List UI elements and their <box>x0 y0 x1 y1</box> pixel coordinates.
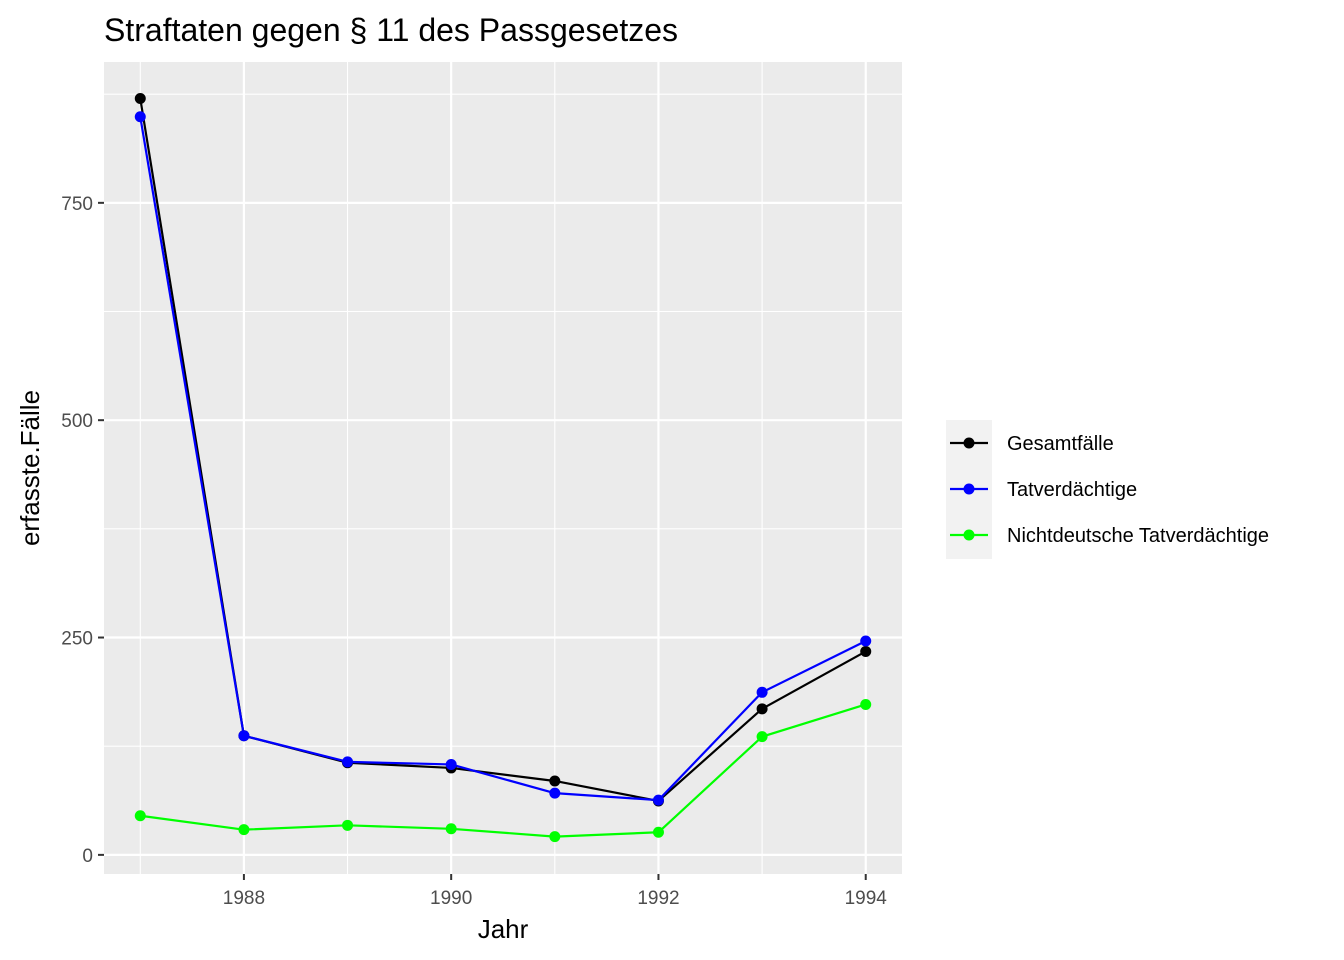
x-tick-label: 1992 <box>637 888 679 909</box>
series-1-point <box>549 775 561 787</box>
legend-key-point <box>963 529 975 541</box>
series-3-point <box>342 819 354 831</box>
plot-panel <box>104 62 902 874</box>
legend-label: Gesamtfälle <box>1007 433 1114 455</box>
series-3-point <box>238 824 250 836</box>
series-3-point <box>652 826 664 838</box>
major-gridlines <box>104 62 902 874</box>
series-1-point <box>860 645 872 657</box>
series-2-point <box>549 787 561 799</box>
x-axis: 1988 1990 1992 1994 <box>223 874 888 909</box>
series-2-point <box>342 756 354 768</box>
legend-label: Tatverdächtige <box>1007 479 1137 501</box>
x-tick-label: 1994 <box>845 888 888 909</box>
series-1-point <box>756 703 768 715</box>
series-line-2 <box>139 116 867 802</box>
y-axis: 0 250 500 750 <box>61 194 104 867</box>
chart-title: Straftaten gegen § 11 des Passgesetzes <box>104 12 678 48</box>
legend-key-point <box>963 483 975 495</box>
y-tick-label: 0 <box>82 846 93 867</box>
series-2-point <box>860 635 872 647</box>
legend: Gesamtfälle Tatverdächtige Nichtdeutsche T… <box>946 420 1269 559</box>
y-tick-label: 500 <box>61 411 93 432</box>
legend-label: Nichtdeutsche Tatverdächtige <box>1007 525 1269 547</box>
legend-key-point <box>963 437 975 449</box>
series-1-point <box>134 93 146 105</box>
series-3-point <box>549 831 561 843</box>
series-2-point <box>756 686 768 698</box>
minor-gridlines <box>104 62 902 874</box>
series-2-point <box>134 111 146 123</box>
series-layer <box>134 93 872 843</box>
series-3-point <box>860 698 872 710</box>
y-tick-label: 750 <box>61 194 93 215</box>
series-3-point <box>445 823 457 835</box>
x-tick-label: 1988 <box>223 888 265 909</box>
y-axis-title: erfasste.Fälle <box>15 390 45 546</box>
series-2-point <box>445 758 457 770</box>
y-tick-label: 250 <box>61 629 93 650</box>
series-line-3 <box>140 703 867 838</box>
x-axis-title: Jahr <box>478 914 529 944</box>
series-2-point <box>238 730 250 742</box>
series-2-point <box>652 794 664 806</box>
series-3-point <box>756 731 768 743</box>
series-3-point <box>134 810 146 822</box>
x-tick-label: 1990 <box>430 888 472 909</box>
